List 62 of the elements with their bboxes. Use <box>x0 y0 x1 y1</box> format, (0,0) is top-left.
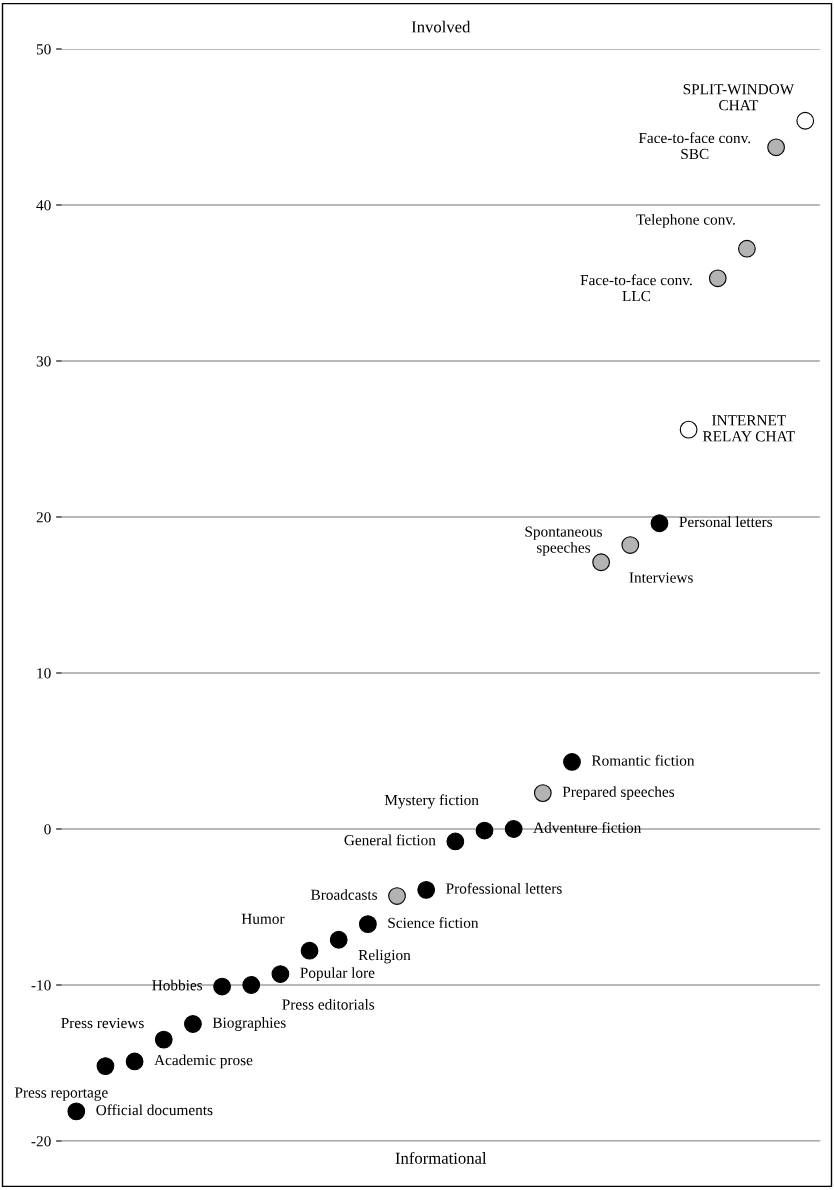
data-label: Adventure fiction <box>533 821 642 833</box>
data-label: SPLIT-WINDOW CHAT <box>683 84 795 111</box>
point <box>796 111 815 130</box>
data-label: Personal letters <box>679 516 773 528</box>
x-axis-title: Informational <box>395 1151 487 1164</box>
y-tick-label: -20 <box>31 1136 51 1147</box>
point <box>738 239 756 258</box>
point <box>184 1015 202 1033</box>
point <box>388 887 406 905</box>
data-label: Popular lore <box>300 967 375 982</box>
data-label: Telephone conv. <box>636 213 735 228</box>
point <box>271 965 290 983</box>
point <box>621 536 640 554</box>
y-tick-label: 50 <box>36 44 51 55</box>
point <box>329 930 348 949</box>
point <box>67 1102 86 1121</box>
point <box>417 880 436 899</box>
data-label: Press editorials <box>282 998 375 1010</box>
y-tick-label: 40 <box>36 200 51 211</box>
data-label: Academic prose <box>154 1054 253 1069</box>
point <box>154 1030 173 1049</box>
data-label: Hobbies <box>152 979 203 991</box>
y-tick-label: 0 <box>44 824 51 835</box>
data-label: Professional letters <box>446 882 562 894</box>
y-tick-label: 30 <box>36 356 51 367</box>
point <box>533 784 552 803</box>
point <box>563 753 581 771</box>
point <box>475 821 494 840</box>
point <box>242 976 261 994</box>
point <box>446 832 465 851</box>
data-label: Face-to-face conv. LLC <box>580 274 692 302</box>
point <box>358 915 377 934</box>
point <box>125 1052 144 1071</box>
data-label: Face-to-face conv. SBC <box>638 132 751 160</box>
point <box>708 269 727 288</box>
data-label: Official documents <box>96 1104 213 1116</box>
point <box>650 514 669 533</box>
data-label: Science fiction <box>388 917 479 928</box>
data-label: Interviews <box>629 572 693 583</box>
y-tick-label: -10 <box>31 980 51 991</box>
point <box>767 138 785 157</box>
point <box>592 553 611 572</box>
data-label: Religion <box>358 949 411 964</box>
data-label: Spontaneous speeches <box>525 526 602 556</box>
data-label: Humor <box>241 913 285 924</box>
data-label: Press reportage <box>14 1087 108 1101</box>
data-label: Broadcasts <box>310 889 378 900</box>
point <box>213 977 231 996</box>
point <box>300 941 319 960</box>
data-label: General fiction <box>344 834 436 846</box>
chart-title: Involved <box>411 20 471 33</box>
data-label: Press reviews <box>61 1017 144 1029</box>
point <box>504 820 523 838</box>
point <box>679 420 698 439</box>
point <box>96 1057 115 1076</box>
data-label: Biographies <box>212 1017 286 1031</box>
data-label: Mystery fiction <box>384 794 479 809</box>
data-label: INTERNET RELAY CHAT <box>702 415 795 442</box>
data-label: Prepared speeches <box>562 786 675 801</box>
y-tick-label: 10 <box>37 668 51 679</box>
data-label: Romantic fiction <box>591 754 695 766</box>
y-tick-label: 20 <box>36 512 51 523</box>
